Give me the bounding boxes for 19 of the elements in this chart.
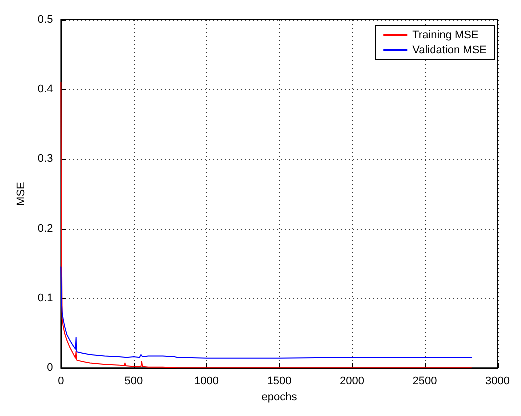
y-tick-label: 0.1 [38,292,54,304]
legend-label: Training MSE [412,30,479,42]
y-tick-label: 0.4 [38,84,54,96]
y-axis-title: MSE [16,182,28,206]
y-tick-label: 0.3 [38,153,54,166]
line-series [60,82,472,369]
x-tick-label: 2500 [412,376,438,388]
x-tick-label: 1000 [194,376,219,388]
y-tick-label: 0.5 [38,14,54,26]
x-tick-label: 0 [58,376,64,388]
x-axis-title: epochs [262,392,298,404]
x-tick-label: 500 [124,376,144,388]
y-tick-label: 0 [47,362,54,374]
legend-label: Validation MSE [412,44,487,56]
x-tick-label: 3000 [486,376,510,388]
y-tick-label: 0.2 [38,222,54,235]
x-tick-label: 1500 [267,376,292,388]
line-series [60,266,472,359]
x-tick-label: 2000 [340,376,364,388]
